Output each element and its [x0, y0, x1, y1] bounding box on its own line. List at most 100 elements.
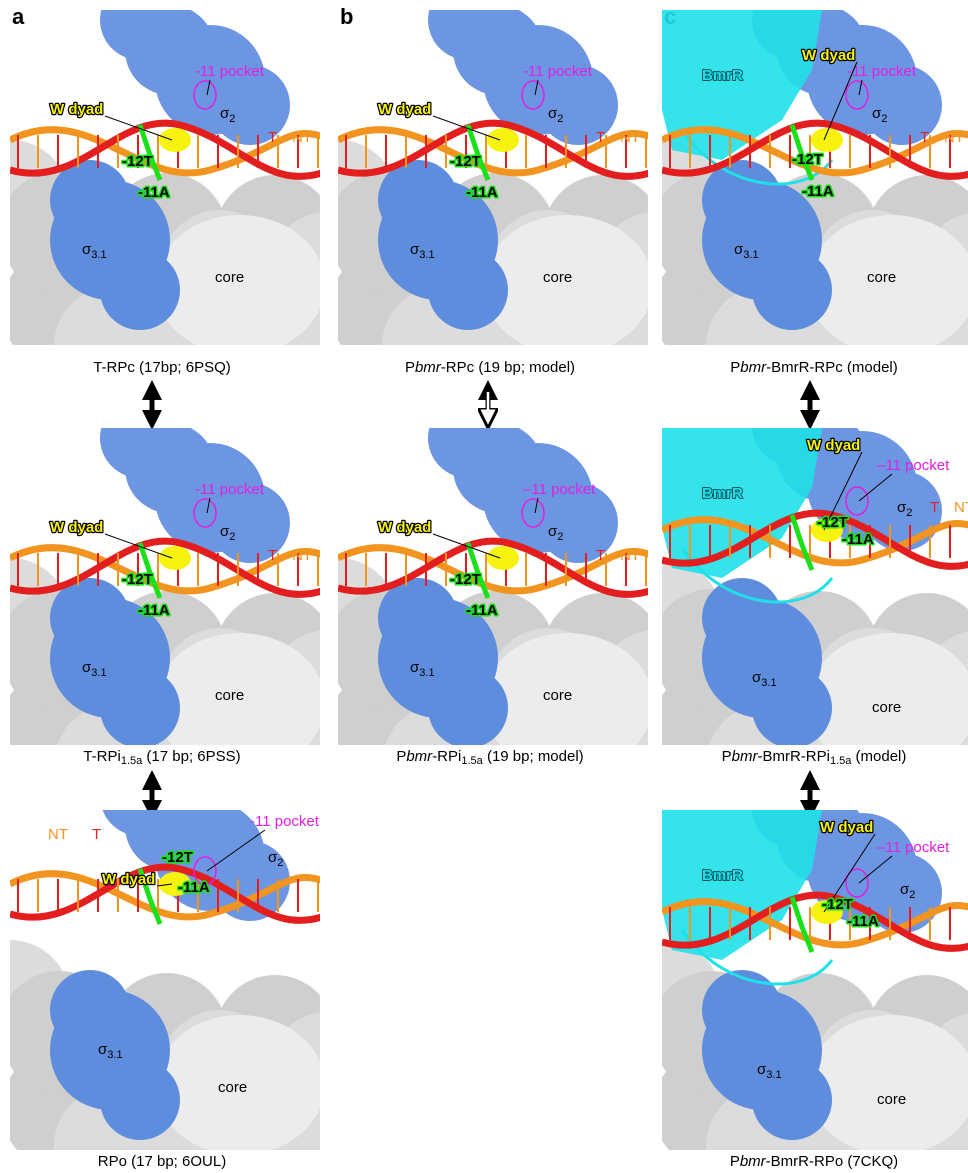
panel-letter: b: [340, 4, 353, 29]
sigma-label: σ2: [900, 881, 915, 901]
caption: Pbmr-BmrR-RPi1.5a (model): [722, 748, 907, 767]
leader-line: [534, 497, 539, 514]
sigma2-domain: [428, 428, 508, 478]
sigma-label: σ2: [220, 105, 235, 125]
dna-nt-strand: [338, 544, 648, 595]
w-dyad-surface: [487, 546, 519, 570]
sigma-label: σ2: [872, 105, 887, 125]
sigma-symbol: σ: [410, 659, 420, 676]
core-surface: [155, 215, 320, 345]
t-label: T: [920, 129, 929, 146]
m12t-label: -12T: [122, 153, 153, 170]
m11a-label: -11A: [466, 602, 498, 619]
leader-line: [104, 533, 173, 559]
core-label: core: [215, 269, 244, 286]
green-strand: [789, 124, 815, 181]
leader-line: [156, 883, 173, 887]
m11a-label: -11A: [466, 184, 498, 201]
leader-line: [104, 115, 173, 141]
sigma-symbol: σ: [548, 105, 558, 122]
w-dyad-surface: [159, 546, 191, 570]
leader-line: [206, 829, 266, 872]
leader-line: [432, 115, 501, 141]
pocket-ring: [845, 868, 869, 898]
bmrr-loop: [680, 929, 834, 986]
sigma-label: σ3.1: [98, 1041, 123, 1061]
core-label: core: [872, 699, 901, 716]
leader-line: [823, 833, 876, 913]
sigma31-domain: [378, 160, 458, 240]
caption-part: P: [730, 1153, 740, 1170]
dna-nt-strand: [10, 126, 320, 177]
pocket-label: –11 pocket: [523, 481, 596, 498]
sigma-symbol: σ: [757, 1061, 767, 1078]
sigma-subscript: 2: [881, 113, 887, 125]
sigma31-domain: [378, 578, 458, 658]
caption-part: bmr: [732, 748, 759, 765]
sigma2-domain: [100, 428, 180, 478]
dna-t-strand: [338, 537, 648, 598]
caption-part: -RPi: [432, 748, 461, 765]
m12t-label: -12T: [792, 151, 823, 168]
leader-line: [823, 61, 858, 141]
sigma-subscript: 2: [557, 531, 563, 543]
bmrr-protein: [662, 810, 822, 960]
caption: Pbmr-BmrR-RPo (7CKQ): [730, 1153, 898, 1170]
rendering: [338, 10, 648, 345]
sigma-label: σ2: [220, 523, 235, 543]
caption-part: bmr: [415, 359, 442, 376]
sigma-subscript: 3.1: [91, 249, 106, 261]
dna-t-strand: [10, 863, 320, 924]
m11a-label: -11A: [842, 531, 874, 548]
pocket-label: -11 pocket: [523, 63, 593, 80]
dna-t-strand: [662, 119, 968, 180]
core-surface: [807, 215, 968, 345]
green-strand: [137, 542, 163, 599]
green-strand: [789, 514, 815, 571]
core-surface: [807, 1015, 968, 1150]
sigma-label: σ3.1: [410, 241, 435, 261]
bmrr-label: BmrR: [702, 867, 743, 884]
core-label: core: [215, 687, 244, 704]
dna-t-strand: [662, 509, 968, 570]
sigma-label: σ2: [268, 849, 283, 869]
w-dyad-surface: [487, 128, 519, 152]
sigma-subscript: 3.1: [743, 249, 758, 261]
sigma-subscript: 3.1: [419, 249, 434, 261]
m11a-label: -11A: [847, 913, 879, 930]
wdyad-label: W dyad: [378, 101, 431, 118]
t-label: T: [268, 547, 277, 564]
pocket-ring: [845, 486, 869, 516]
sigma-subscript: 3.1: [107, 1049, 122, 1061]
sigma-symbol: σ: [897, 499, 907, 516]
sigma-subscript: 2: [906, 507, 912, 519]
sigma2-domain: [100, 10, 180, 60]
sigma31-domain: [100, 250, 180, 330]
t-label: T: [930, 499, 939, 516]
nt-label: NT: [954, 499, 968, 516]
dna-nt-strand: [662, 516, 968, 567]
caption-part: P: [722, 748, 732, 765]
core-label: core: [543, 269, 572, 286]
m11a-label: -11A: [178, 879, 210, 896]
sigma2-domain: [862, 65, 942, 145]
dna-nt-strand: [338, 126, 648, 177]
sigma-symbol: σ: [220, 105, 230, 122]
sigma31-domain: [702, 970, 782, 1050]
green-strand: [137, 868, 163, 925]
m12t-label: -12T: [817, 514, 848, 531]
pocket-ring: [193, 856, 217, 886]
w-dyad-surface: [159, 128, 191, 152]
sigma2-domain: [538, 65, 618, 145]
pocket-label: -11 pocket: [847, 63, 917, 80]
state-arrows: [142, 380, 820, 820]
green-strand: [789, 896, 815, 953]
caption-part: 1.5a: [830, 755, 852, 767]
sigma2-domain: [862, 853, 942, 933]
t-label: T: [596, 129, 605, 146]
pocket-ring: [521, 80, 545, 110]
sigma31-domain: [428, 668, 508, 745]
t-label: T: [596, 547, 605, 564]
wdyad-label: W dyad: [820, 819, 873, 836]
